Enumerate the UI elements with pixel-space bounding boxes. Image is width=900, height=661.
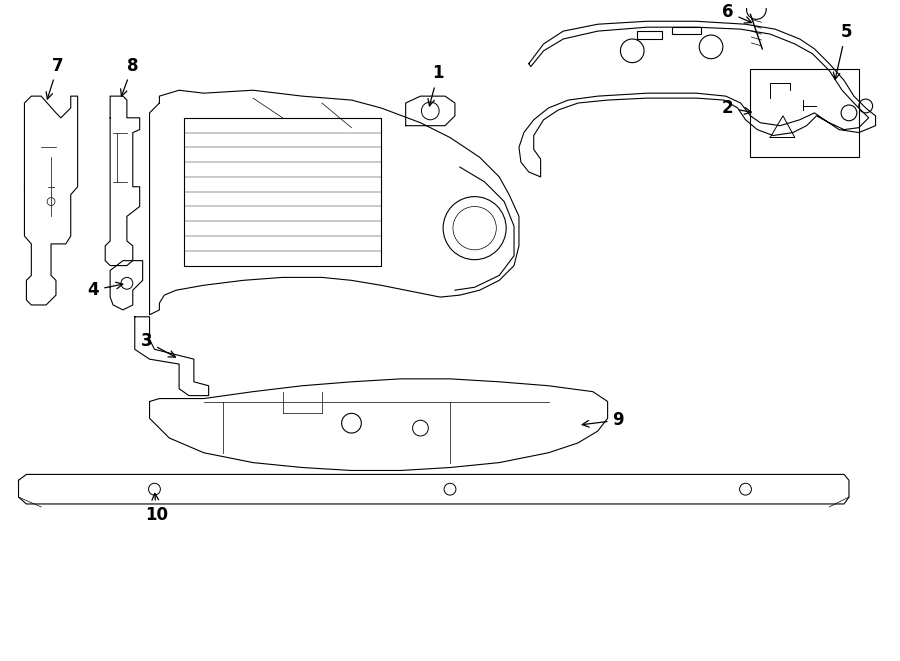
Text: 1: 1 <box>428 64 444 106</box>
Text: 3: 3 <box>140 332 176 357</box>
Text: 7: 7 <box>46 57 64 99</box>
Text: 4: 4 <box>87 281 122 299</box>
Text: 5: 5 <box>833 23 851 79</box>
Text: 8: 8 <box>121 57 139 96</box>
Text: 9: 9 <box>582 411 625 429</box>
Text: 6: 6 <box>722 3 752 23</box>
Bar <box>751 69 859 157</box>
Text: 10: 10 <box>145 493 168 524</box>
Text: 2: 2 <box>722 99 752 117</box>
